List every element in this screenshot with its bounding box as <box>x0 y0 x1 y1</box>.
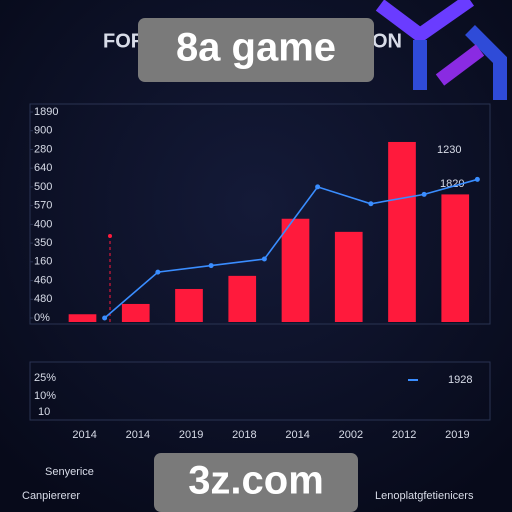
y-tick-label: 160 <box>34 256 52 268</box>
bar <box>281 218 310 322</box>
x-tick-label: 2018 <box>232 429 256 441</box>
y-tick-label: 280 <box>34 143 52 155</box>
x-tick-label: 2014 <box>126 429 150 441</box>
line-point <box>102 315 108 321</box>
marks: 0% 480 460 160 350 400 570 500 640 280 900 1890 2014… <box>30 106 480 441</box>
bar <box>441 194 470 322</box>
bar <box>68 314 97 322</box>
legend-label: 1928 <box>448 374 472 386</box>
line-point <box>368 201 374 207</box>
line-point <box>421 191 427 197</box>
y-tick-label: 400 <box>34 218 52 230</box>
annotation: 1820 <box>440 178 464 190</box>
footer-left: Canpiererer <box>22 490 80 502</box>
lower-label: 10% <box>34 390 56 402</box>
y-tick-label: 480 <box>34 293 52 305</box>
line-point <box>474 176 480 182</box>
line-point <box>315 184 321 190</box>
footer-right: Lenoplatgfetienicers <box>375 490 474 502</box>
bar <box>175 288 203 322</box>
watermark-box <box>138 18 374 82</box>
plot-frame <box>29 103 491 325</box>
y-tick-label: 1890 <box>34 106 58 118</box>
y-tick-label: 500 <box>34 181 52 193</box>
y-tick-label: 350 <box>34 237 52 249</box>
watermark-box <box>154 453 358 512</box>
chart-title: FOR <box>103 30 146 52</box>
bar <box>334 231 363 322</box>
x-tick-label: 2014 <box>72 429 96 441</box>
y-tick-label: 900 <box>34 125 52 137</box>
y-tick-label: 570 <box>34 200 52 212</box>
annotation: 1230 <box>437 144 461 156</box>
lower-label: 10 <box>38 406 50 418</box>
watermark: 3z.com <box>188 459 324 503</box>
x-tick-label: 2012 <box>392 429 416 441</box>
y-tick-label: 0% <box>34 312 50 324</box>
footer-heading: Senyerice <box>45 466 94 478</box>
line-point <box>208 263 214 269</box>
line-point <box>261 256 267 262</box>
x-tick-label: 2019 <box>445 429 469 441</box>
bar <box>388 141 416 322</box>
line-point <box>155 269 161 275</box>
marker-dot <box>108 234 112 238</box>
lower-panel-frame <box>29 361 491 421</box>
chart-title-end: ON <box>372 30 402 52</box>
y-tick-label: 460 <box>34 274 52 286</box>
x-tick-label: 2019 <box>179 429 203 441</box>
lower-label: 25% <box>34 372 56 384</box>
y-tick-label: 640 <box>34 162 52 174</box>
x-tick-label: 2002 <box>339 429 363 441</box>
logo <box>375 0 507 100</box>
line <box>104 178 478 319</box>
bar <box>228 275 257 322</box>
bar <box>121 303 150 322</box>
x-tick-label: 2014 <box>285 429 309 441</box>
watermark: 8a game <box>176 26 336 70</box>
